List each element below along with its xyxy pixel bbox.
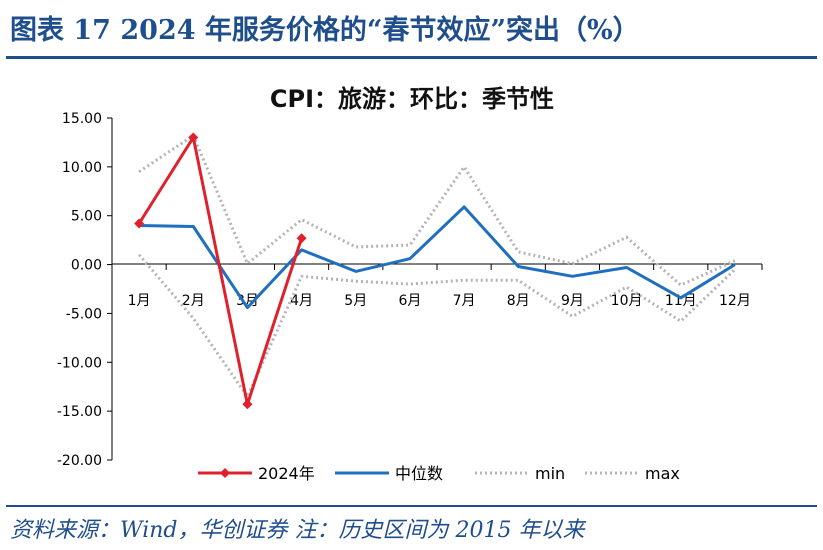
footer-rule bbox=[6, 505, 817, 507]
chart-title: CPI：旅游：环比：季节性 bbox=[270, 85, 554, 113]
x-tick-label: 2月 bbox=[182, 293, 205, 309]
source-note: 资料来源：Wind，华创证券 注：历史区间为 2015 年以来 bbox=[10, 518, 585, 543]
y-tick-label: 0.00 bbox=[71, 258, 102, 274]
y-tick-label: -15.00 bbox=[57, 404, 102, 420]
x-tick-label: 10月 bbox=[611, 293, 643, 309]
y-tick-label: 5.00 bbox=[71, 209, 102, 225]
y-tick-label: -5.00 bbox=[66, 306, 102, 322]
x-tick-label: 4月 bbox=[290, 293, 313, 309]
legend-label: min bbox=[535, 464, 565, 483]
y-tick-label: 15.00 bbox=[62, 111, 102, 127]
series-layer bbox=[134, 132, 736, 410]
figure-header: 图表 17 2024 年服务价格的“春节效应”突出（%） bbox=[8, 2, 815, 56]
x-tick-label: 1月 bbox=[128, 293, 151, 309]
data-point-2024 bbox=[134, 218, 145, 229]
x-tick-label: 5月 bbox=[344, 293, 367, 309]
data-point-2024 bbox=[296, 233, 307, 244]
series-line-median bbox=[139, 205, 736, 310]
legend-label: max bbox=[645, 464, 680, 483]
x-tick-label: 12月 bbox=[719, 293, 751, 309]
x-tick-label: 8月 bbox=[507, 293, 530, 309]
x-tick-label: 11月 bbox=[665, 293, 697, 309]
data-point-2024 bbox=[188, 132, 199, 143]
x-tick-label: 9月 bbox=[561, 293, 584, 309]
legend-label: 2024年 bbox=[258, 464, 315, 483]
data-point-2024 bbox=[242, 399, 253, 410]
series-line-2024 bbox=[137, 136, 304, 406]
figure-title: 图表 17 2024 年服务价格的“春节效应”突出（%） bbox=[10, 15, 640, 46]
header-rule bbox=[6, 56, 817, 59]
legend: 2024年 中位数 min max bbox=[198, 464, 680, 483]
line-chart: CPI：旅游：环比：季节性 15.00 10.00 5.00 0.00 -5.00 -10… bbox=[57, 85, 763, 483]
legend-label: 中位数 bbox=[395, 464, 443, 483]
series-line-max bbox=[138, 134, 736, 287]
legend-marker bbox=[220, 468, 230, 478]
y-tick-label: 10.00 bbox=[62, 160, 102, 176]
y-tick-label: -10.00 bbox=[57, 355, 102, 371]
x-tick-label: 7月 bbox=[453, 293, 476, 309]
series-line-min bbox=[137, 253, 736, 398]
y-tick-label: -20.00 bbox=[57, 453, 102, 469]
axes: 15.00 10.00 5.00 0.00 -5.00 -10.00 -15.00 -20.0… bbox=[57, 111, 763, 469]
x-tick-label: 6月 bbox=[398, 293, 421, 309]
